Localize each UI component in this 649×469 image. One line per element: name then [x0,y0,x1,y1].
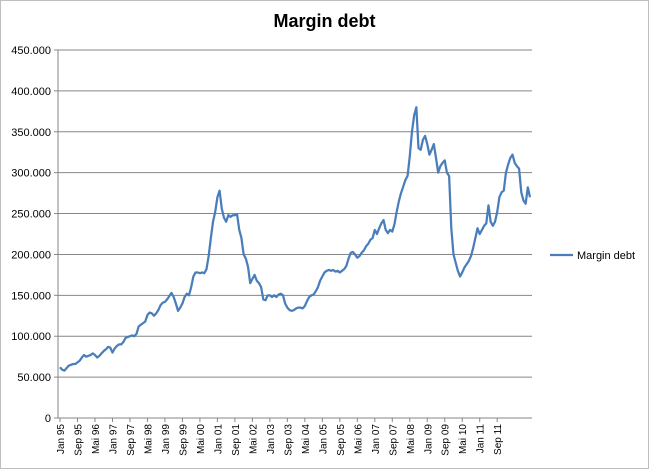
legend-label: Margin debt [577,250,635,262]
x-tick-label: Mai 00 [196,424,207,454]
chart-title: Margin debt [273,11,376,31]
x-tick-label: Sep 03 [283,424,294,456]
x-tick-label: Mai 04 [301,424,312,454]
y-tick-label: 300.000 [11,168,51,180]
x-tick-label: Mai 98 [143,424,154,454]
x-tick-label: Sep 95 [73,424,84,456]
x-tick-label: Jan 05 [318,424,329,454]
y-tick-label: 0 [45,413,51,425]
x-tick-label: Jan 09 [423,424,434,454]
x-tick-label: Jan 95 [56,424,67,454]
x-tick-label: Sep 11 [493,424,504,455]
y-tick-label: 100.000 [11,331,51,343]
y-axis: 0 50.000 100.000 150.000 200.000 250.000 300.0… [11,45,59,425]
y-tick-label: 200.000 [11,249,51,261]
series-group [59,106,532,372]
y-tick-label: 450.000 [11,45,51,57]
y-tick-label: 350.000 [11,127,51,139]
x-tick-label: Sep 01 [231,424,242,456]
x-tick-label: Jan 01 [213,424,224,454]
gridlines [58,49,532,378]
y-tick-label: 400.000 [11,86,51,98]
series-line-margin-debt [59,106,532,372]
x-tick-label: Sep 05 [336,424,347,456]
x-axis: Jan 95 Sep 95 Mai 96 Jan 97 Sep 97 Mai 98 Jan … [56,417,532,456]
x-tick-label: Jan 07 [371,424,382,454]
x-tick-label: Jan 99 [161,424,172,454]
y-tick-label: 250.000 [11,209,51,221]
x-tick-label: Mai 10 [458,424,469,454]
x-tick-label: Mai 02 [248,424,259,454]
x-tick-label: Sep 07 [388,424,399,456]
x-tick-label: Sep 99 [178,424,189,456]
x-tick-label: Mai 06 [353,424,364,454]
y-tick-label: 150.000 [11,290,51,302]
legend: Margin debt [550,250,635,262]
x-tick-label: Mai 08 [406,424,417,454]
x-tick-label: Sep 97 [126,424,137,456]
x-tick-label: Sep 09 [441,424,452,456]
x-tick-label: Jan 11 [476,424,487,454]
x-tick-label: Mai 96 [91,424,102,454]
x-tick-label: Jan 03 [266,424,277,454]
x-tick-label: Jan 97 [108,424,119,454]
y-tick-label: 50.000 [17,372,51,384]
